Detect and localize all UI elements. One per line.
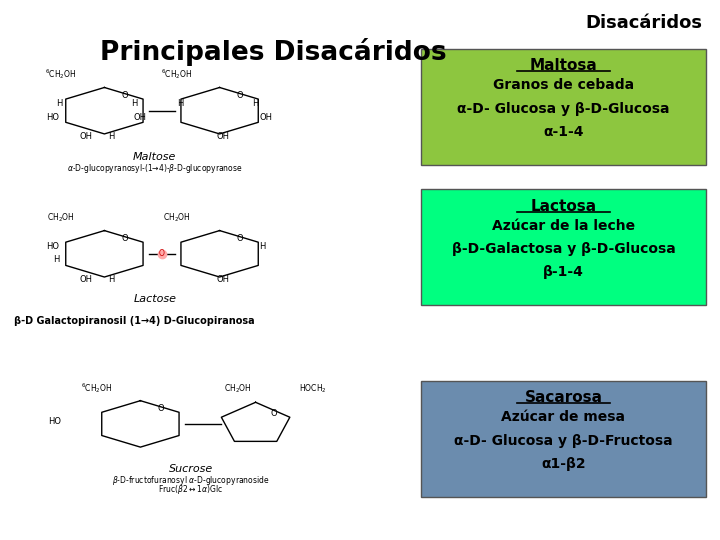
Text: OH: OH [80,275,93,285]
Text: Azúcar de la leche: Azúcar de la leche [492,219,635,233]
Text: $\alpha$-D-glucopyranosyl-(1→4)-$\beta$-D-glucopyranose: $\alpha$-D-glucopyranosyl-(1→4)-$\beta$-… [67,162,243,175]
Text: O: O [121,234,128,243]
Text: α-1-4: α-1-4 [543,125,584,139]
Text: $^6$CH$_2$OH: $^6$CH$_2$OH [45,67,77,81]
Text: CH$_2$OH: CH$_2$OH [163,212,190,224]
Text: $^6$CH$_2$OH: $^6$CH$_2$OH [81,381,113,395]
Text: OH: OH [217,275,230,285]
Text: CH$_2$OH: CH$_2$OH [48,212,75,224]
Text: α-D- Glucosa y β-D-Glucosa: α-D- Glucosa y β-D-Glucosa [457,102,670,116]
Text: H: H [259,242,266,251]
Text: $\beta$-D-fructofuranosyl $\alpha$-D-glucopyranoside: $\beta$-D-fructofuranosyl $\alpha$-D-glu… [112,474,269,487]
Text: Fruc($\beta2\leftrightarrow1\alpha$)Glc: Fruc($\beta2\leftrightarrow1\alpha$)Glc [158,483,223,496]
Text: O: O [121,91,128,100]
Text: H: H [253,99,258,108]
Text: Disacáridos: Disacáridos [585,14,702,31]
Text: Lactosa: Lactosa [531,199,596,214]
Text: O: O [236,91,243,100]
Text: β-1-4: β-1-4 [543,265,584,279]
Text: H: H [131,99,137,108]
Text: H: H [177,99,183,108]
Text: O: O [157,404,164,413]
Text: OH: OH [217,132,230,141]
FancyBboxPatch shape [421,381,706,497]
Text: Lactose: Lactose [133,294,176,305]
Text: H: H [109,275,114,285]
Text: CH$_2$OH: CH$_2$OH [224,383,251,395]
Text: O: O [159,249,165,258]
Text: O: O [270,409,277,417]
Text: β-D Galactopiranosil (1→4) D-Glucopiranosa: β-D Galactopiranosil (1→4) D-Glucopirano… [14,316,255,326]
Text: H: H [56,99,62,108]
Text: HO: HO [46,113,59,122]
Text: Principales Disacáridos: Principales Disacáridos [100,38,447,66]
Text: $^6$CH$_2$OH: $^6$CH$_2$OH [161,67,192,81]
Text: HO: HO [48,417,61,426]
Text: Sucrose: Sucrose [168,464,213,475]
Text: Sacarosa: Sacarosa [524,390,603,406]
Text: OH: OH [134,113,147,122]
Text: Granos de cebada: Granos de cebada [492,78,634,92]
Text: OH: OH [80,132,93,141]
Text: H: H [53,255,59,264]
FancyBboxPatch shape [421,49,706,165]
Text: β-D-Galactosa y β-D-Glucosa: β-D-Galactosa y β-D-Glucosa [451,242,675,256]
Text: H: H [109,132,114,141]
Text: Azúcar de mesa: Azúcar de mesa [501,410,626,424]
Text: α1-β2: α1-β2 [541,457,585,471]
Text: Maltosa: Maltosa [529,58,598,73]
Text: HO: HO [46,242,59,251]
Text: OH: OH [259,113,272,122]
FancyBboxPatch shape [421,189,706,305]
Text: HOCH$_2$: HOCH$_2$ [300,383,327,395]
Text: α-D- Glucosa y β-D-Fructosa: α-D- Glucosa y β-D-Fructosa [454,434,672,448]
Text: Maltose: Maltose [133,152,176,163]
Text: O: O [236,234,243,243]
